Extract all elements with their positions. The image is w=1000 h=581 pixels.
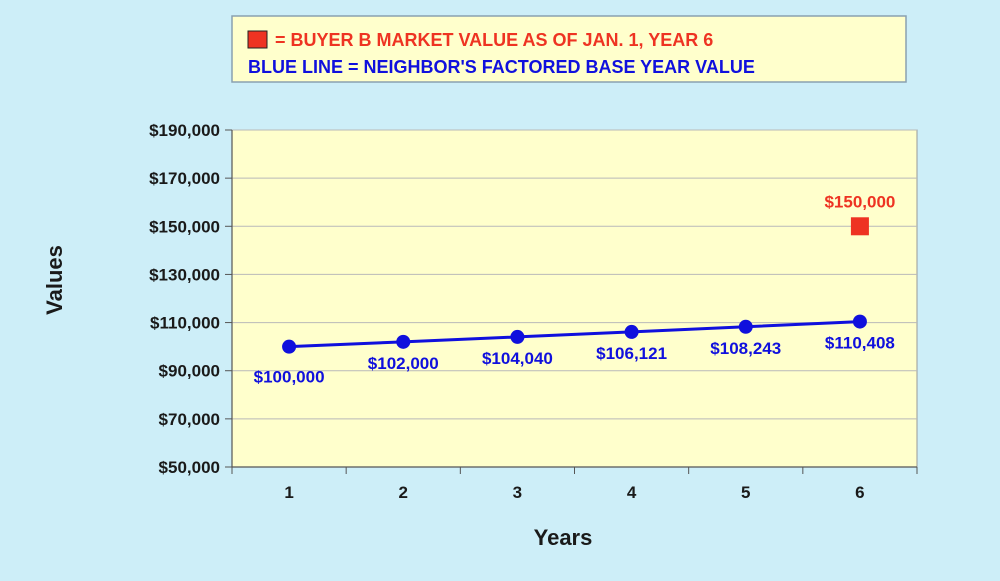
line-point-label: $106,121 [596,344,667,363]
grid-lines [232,129,917,420]
legend-marker-text: = BUYER B MARKET VALUE AS OF JAN. 1, YEA… [275,30,713,50]
y-tick-label: $190,000 [149,121,220,140]
axes [225,129,918,474]
line-point [282,339,297,354]
line-point-label: $102,000 [368,354,439,373]
market-value-marker [850,217,869,236]
x-tick-label: 1 [284,483,293,502]
y-axis-title: Values [42,245,67,315]
line-point-label: $100,000 [254,368,325,387]
line-point-label: $108,243 [710,339,781,358]
x-tick-label: 6 [855,483,864,502]
y-tick-label: $70,000 [159,410,220,429]
legend-marker-swatch [247,30,268,49]
y-tick-label: $110,000 [150,314,220,333]
market-value-label: $150,000 [824,192,895,211]
x-tick-labels: 1 2 3 4 5 6 [284,483,864,502]
x-tick-label: 4 [627,483,637,502]
y-tick-label: $130,000 [149,265,220,284]
x-tick-label: 5 [741,483,750,502]
y-tick-label: $90,000 [159,362,220,381]
x-tick-label: 2 [399,483,408,502]
line-point [510,329,525,344]
plot-area [231,129,918,468]
y-tick-labels: $50,000 $70,000 $90,000 $110,000 $130,000 $15… [149,121,220,477]
x-tick-label: 3 [513,483,522,502]
y-tick-label: $150,000 [149,217,220,236]
line-point-label: $110,408 [825,334,895,353]
series-layer [282,217,869,354]
legend-line-text: BLUE LINE = NEIGHBOR'S FACTORED BASE YEA… [248,57,755,77]
y-tick-label: $50,000 [159,458,220,477]
data-labels: $100,000 $102,000 $104,040 $106,121 $108,243… [254,192,896,386]
series-line [289,320,860,349]
line-point-label: $104,040 [482,349,553,368]
line-point [396,334,411,349]
x-axis-title: Years [534,525,593,550]
line-point [624,324,639,339]
line-point [738,319,753,334]
line-point [852,314,867,329]
y-tick-label: $170,000 [149,169,220,188]
legend-box [231,15,907,83]
